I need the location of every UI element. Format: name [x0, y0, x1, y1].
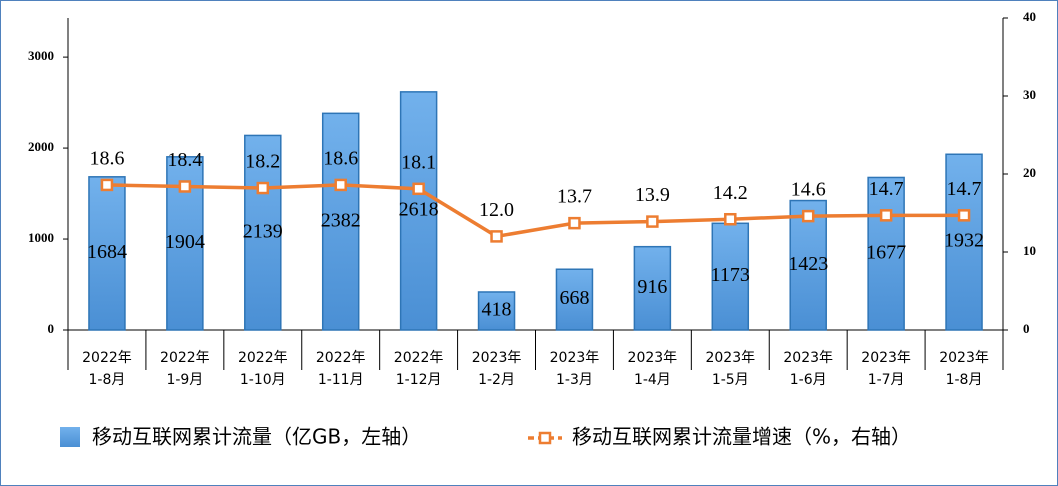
x-tick-label: 2022年: [238, 350, 288, 366]
x-tick-label: 1-9月: [166, 372, 203, 388]
legend-label: 移动互联网累计流量增速（%，右轴）: [572, 425, 911, 449]
y2-tick-label: 10: [1023, 243, 1036, 258]
legend-label: 移动互联网累计流量（亿GB，左轴）: [92, 425, 421, 449]
line-marker: [490, 230, 503, 243]
x-tick-label: 1-4月: [634, 372, 671, 388]
line-value-label: 14.7: [947, 178, 982, 200]
line-value-label: 18.2: [245, 151, 280, 173]
bar-value-label: 1677: [866, 241, 906, 263]
bar: [945, 153, 983, 331]
x-tick-label: 1-8月: [946, 372, 983, 388]
x-tick-label: 1-3月: [556, 372, 593, 388]
line-marker: [957, 209, 971, 222]
line-value-label: 18.1: [401, 151, 436, 173]
bar: [399, 91, 438, 331]
line-marker: [568, 216, 581, 230]
line-value-label: 18.6: [323, 148, 358, 170]
x-tick-label: 2023年: [628, 350, 678, 366]
line-marker: [724, 212, 737, 226]
line-value-label: 14.6: [791, 179, 826, 201]
bar-value-label: 916: [637, 276, 667, 298]
line-marker: [879, 209, 893, 222]
y2-tick-label: 30: [1023, 87, 1036, 102]
x-tick-label: 2023年: [550, 350, 600, 366]
y-tick-label: 1000: [28, 230, 54, 245]
x-tick-label: 1-6月: [790, 372, 827, 388]
x-tick-label: 1-5月: [712, 372, 749, 388]
line-marker: [412, 182, 425, 196]
bar-value-label: 1932: [944, 230, 984, 252]
y-tick-label: 0: [48, 321, 55, 336]
line-marker: [334, 178, 347, 192]
line-value-label: 18.4: [167, 149, 202, 171]
bar: [321, 112, 360, 331]
bar: [88, 176, 126, 331]
line-marker: [646, 215, 659, 228]
bar: [555, 268, 594, 331]
bar: [244, 134, 282, 331]
x-tick-label: 1-11月: [318, 372, 364, 388]
bar-value-label: 418: [482, 299, 512, 321]
bar-value-label: 1684: [87, 241, 127, 263]
x-tick-label: 2022年: [82, 350, 132, 366]
line-value-label: 13.7: [557, 186, 592, 208]
bar-value-label: 1904: [165, 231, 205, 253]
y-tick-label: 3000: [28, 48, 54, 63]
bar-value-label: 1173: [711, 264, 750, 286]
line-marker: [801, 209, 815, 223]
y2-tick-label: 0: [1023, 321, 1030, 336]
x-tick-label: 1-12月: [396, 372, 442, 388]
line-marker: [256, 181, 270, 195]
bar-value-label: 2382: [321, 209, 361, 231]
y2-tick-label: 40: [1023, 9, 1036, 24]
line-value-label: 13.9: [635, 184, 670, 206]
line-marker: [178, 180, 192, 193]
x-tick-label: 1-2月: [478, 372, 515, 388]
x-tick-label: 2022年: [160, 350, 210, 366]
bar-value-label: 668: [559, 287, 589, 309]
bar-value-label: 2618: [399, 199, 439, 221]
line-value-label: 18.6: [89, 148, 124, 170]
x-tick-label: 2023年: [783, 350, 833, 366]
x-tick-label: 1-10月: [240, 372, 286, 388]
y-tick-label: 2000: [28, 139, 54, 154]
bar-value-label: 1423: [788, 253, 828, 275]
x-tick-label: 1-8月: [89, 372, 126, 388]
x-tick-label: 2023年: [939, 350, 989, 366]
x-tick-label: 2022年: [316, 350, 366, 366]
x-tick-label: 1-7月: [868, 372, 905, 388]
line: [106, 183, 965, 239]
x-tick-label: 2022年: [394, 350, 444, 366]
bar: [633, 245, 672, 331]
line-value-label: 14.7: [869, 178, 904, 200]
x-tick-label: 2023年: [861, 350, 911, 366]
bar: [867, 176, 905, 331]
bar: [477, 291, 516, 331]
x-tick-label: 2023年: [705, 350, 755, 366]
legend-marker: [538, 431, 552, 445]
line-marker: [100, 178, 114, 192]
x-tick-label: 2023年: [472, 350, 522, 366]
line-value-label: 14.2: [713, 182, 748, 204]
bar-value-label: 2139: [243, 220, 283, 242]
y2-tick-label: 20: [1023, 165, 1036, 180]
legend-swatch: [60, 427, 80, 447]
line-value-label: 12.0: [479, 199, 514, 221]
